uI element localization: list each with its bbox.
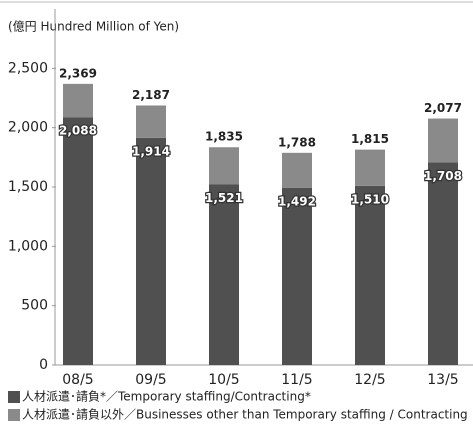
bar-segment [355, 149, 385, 186]
x-tick-label: 10/5 [208, 372, 239, 388]
bar-value-label: 2,088 [59, 124, 97, 138]
bar-segment [282, 152, 312, 188]
total-label: 1,788 [278, 135, 316, 149]
bar-segment [63, 83, 93, 118]
x-tick-label: 13/5 [427, 372, 458, 388]
legend-label: 人材派遣･請負*／Temporary staffing/Contracting* [22, 389, 311, 404]
legend-swatch [8, 409, 20, 421]
bar-segment [355, 185, 385, 365]
legend-label: 人材派遣･請負以外／Businesses other than Temporar… [22, 407, 468, 422]
total-label: 2,369 [59, 66, 97, 80]
chart-title: (億円 Hundred Million of Yen) [8, 20, 179, 34]
y-tick-label: 1,500 [8, 179, 48, 195]
y-tick-label: 500 [21, 298, 48, 314]
y-tick-label: 2,000 [8, 120, 48, 136]
total-label: 1,835 [205, 130, 243, 144]
bar-value-label: 1,510 [351, 192, 389, 206]
bar-segment [209, 147, 239, 185]
bar-value-label: 1,708 [424, 169, 462, 183]
y-tick-label: 1,000 [8, 238, 48, 254]
bar-segment [63, 117, 93, 365]
bar-segment [136, 105, 166, 138]
total-label: 2,077 [424, 101, 462, 115]
total-label: 2,187 [132, 88, 170, 102]
x-tick-label: 11/5 [281, 372, 312, 388]
bar-segment [209, 184, 239, 365]
total-label: 1,815 [351, 132, 389, 146]
x-tick-label: 09/5 [135, 372, 166, 388]
x-tick-label: 08/5 [62, 372, 93, 388]
bar-segment [428, 162, 458, 365]
y-tick-label: 0 [39, 357, 48, 373]
bar-segment [282, 187, 312, 365]
bar-segment [428, 118, 458, 163]
y-tick-label: 2,500 [8, 60, 48, 76]
bar-value-label: 1,521 [205, 191, 243, 205]
bar-segment [136, 137, 166, 365]
x-tick-label: 12/5 [354, 372, 385, 388]
legend-swatch [8, 391, 20, 403]
bar-value-label: 1,492 [278, 194, 316, 208]
bar-value-label: 1,914 [132, 144, 170, 158]
